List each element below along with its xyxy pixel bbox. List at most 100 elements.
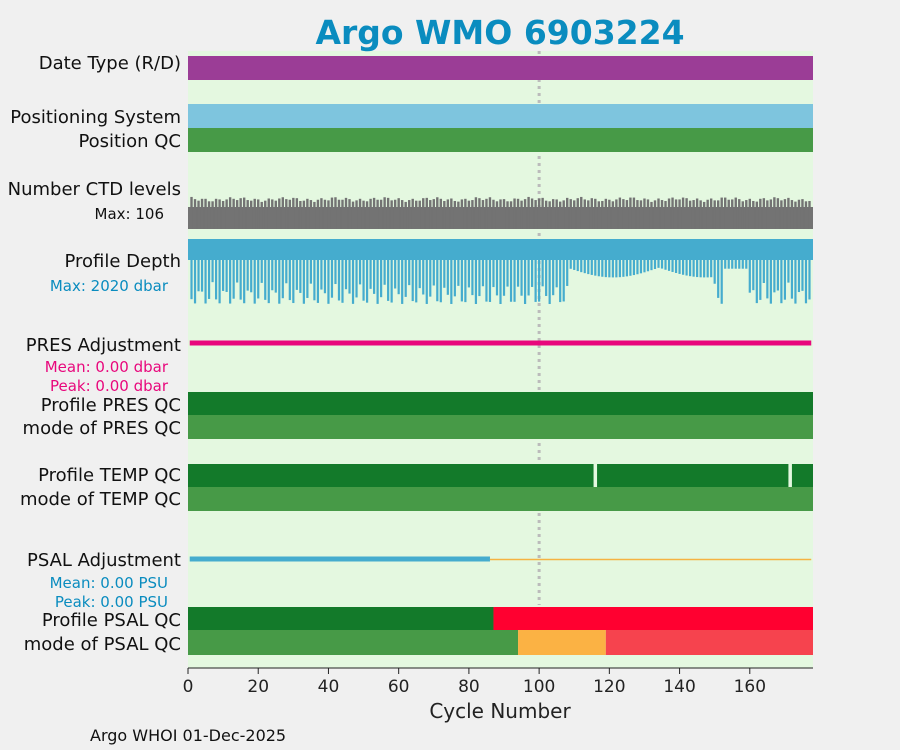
ctd-bar-52 [369,198,372,229]
depth-bar-111 [576,260,579,272]
depth-bar-11 [225,260,228,292]
x-tick-label-0: 0 [183,677,194,697]
depth-bar-75 [450,260,453,304]
x-axis-label: Cycle Number [429,699,571,723]
ctd-bar-57 [386,197,390,229]
depth-bar-40 [327,260,330,304]
ctd-bar-135 [660,200,664,229]
ctd-bar-111 [576,198,579,229]
depth-bar-137 [667,260,671,271]
ctd-bar-53 [372,197,376,229]
depth-bar-118 [601,260,604,277]
depth-bar-42 [334,260,337,285]
date-type-segment-0 [188,56,813,80]
x-tick-label-60: 60 [388,677,410,697]
depth-bar-128 [636,260,639,275]
ctd-bar-50 [362,200,365,229]
ctd-bar-110 [573,200,576,229]
ctd-bar-149 [709,198,713,229]
ctd-bar-115 [590,198,593,229]
depth-bar-115 [590,260,593,275]
bars-layer [188,56,813,655]
depth-bar-51 [365,260,369,303]
label-pres-mean: Mean: 0.00 dbar [45,358,169,376]
ctd-bar-136 [664,200,667,229]
ctd-bar-73 [443,200,446,229]
depth-bar-125 [625,260,629,277]
position-qc-segment-0 [188,128,813,152]
ctd-bar-148 [706,199,709,229]
depth-bar-68 [425,260,428,304]
depth-bar-59 [394,260,397,289]
depth-bar-161 [752,260,755,291]
depth-bar-175 [801,260,804,291]
label-date-type: Date Type (R/D) [39,53,181,74]
ctd-bar-137 [667,198,671,229]
depth-bar-46 [348,260,351,294]
depth-bar-103 [548,260,551,304]
x-tick-label-20: 20 [247,677,269,697]
profile-temp-qc-segment-2 [791,464,813,487]
depth-bar-96 [523,260,527,304]
ctd-bar-71 [436,197,439,229]
ctd-bar-153 [724,197,727,229]
ctd-bar-106 [558,201,562,229]
depth-bar-89 [499,260,502,304]
x-tick-label-160: 160 [734,677,766,697]
ctd-bar-69 [429,200,432,229]
depth-bar-1 [190,260,193,300]
ctd-bar-54 [376,199,379,229]
ctd-bar-152 [720,197,723,229]
ctd-bar-154 [727,199,730,229]
x-tick-label-120: 120 [593,677,625,697]
ctd-bar-95 [520,200,523,229]
ctd-bar-10 [221,200,225,229]
ctd-bar-16 [242,197,246,229]
ctd-bar-170 [783,199,787,229]
depth-bar-44 [341,260,344,303]
depth-bar-10 [222,260,225,291]
depth-bar-66 [418,260,421,289]
ctd-bar-118 [601,200,604,229]
depth-bar-149 [710,260,713,278]
plot-area [188,51,813,668]
ctd-bar-87 [492,199,495,229]
depth-bar-81 [471,260,474,296]
depth-bar-54 [376,260,379,304]
depth-bar-117 [597,260,600,277]
depth-bar-148 [706,260,709,278]
ctd-bar-66 [418,200,421,229]
depth-bar-25 [274,260,277,293]
depth-bar-6 [207,260,211,299]
depth-bar-127 [632,260,636,276]
depth-bar-119 [604,260,607,278]
depth-bar-74 [446,260,449,295]
ctd-bar-109 [569,199,572,229]
depth-bar-130 [643,260,646,273]
depth-base-band [188,239,813,260]
ctd-bar-29 [288,199,292,229]
ctd-bar-105 [555,199,558,229]
depth-bar-168 [776,260,779,291]
depth-bar-93 [513,260,516,302]
depth-bar-53 [372,260,376,294]
ctd-bar-91 [506,201,509,229]
ctd-bar-23 [267,198,270,229]
depth-bar-48 [355,260,358,298]
ctd-bar-67 [422,198,425,229]
depth-bar-20 [257,260,260,299]
ctd-bar-58 [390,200,393,229]
ctd-bar-141 [681,197,685,229]
depth-bar-47 [351,260,355,304]
ctd-bar-123 [618,197,622,229]
depth-bar-165 [766,260,769,299]
ctd-bar-34 [306,198,309,229]
depth-bar-56 [383,260,386,285]
depth-bar-49 [358,260,362,285]
depth-bar-100 [538,260,541,302]
depth-bar-5 [204,260,207,304]
ctd-bar-60 [397,198,400,229]
depth-bar-32 [299,260,302,293]
ctd-bar-74 [446,199,450,229]
depth-bar-55 [380,260,383,298]
